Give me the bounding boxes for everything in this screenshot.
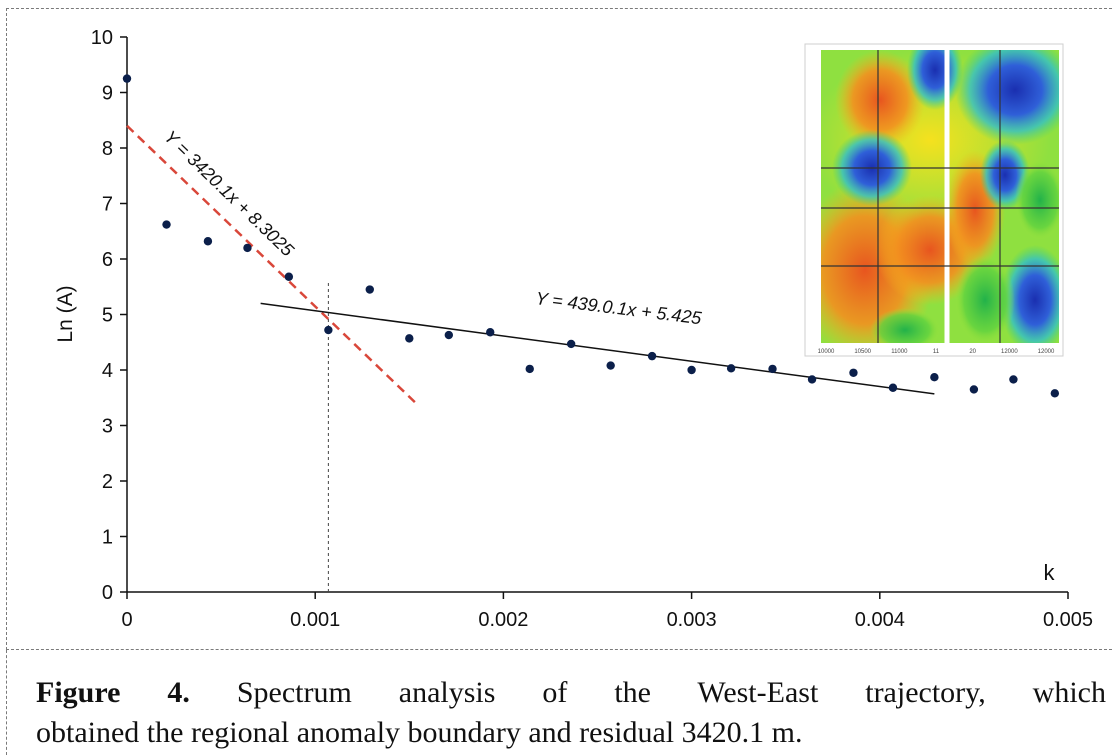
regression-equation-shallow: Y = 439.0.1x + 5.425 (535, 288, 704, 328)
x-tick-label: 0.001 (290, 609, 340, 631)
regression-line-steep (126, 124, 416, 404)
y-tick-label: 0 (102, 582, 113, 604)
data-point (525, 364, 534, 374)
data-point (243, 243, 252, 253)
data-point (566, 339, 576, 349)
data-point (162, 220, 171, 229)
caption-line-1: Spectrum analysis of the West-East traje… (189, 676, 1106, 709)
inset-map-tick-label: 20 (969, 349, 976, 355)
inset-map-profile-lines (821, 50, 1059, 343)
caption-frame (6, 650, 1112, 755)
x-tick-label: 0.003 (667, 609, 717, 631)
data-point (606, 361, 615, 370)
y-axis-title: Ln (A) (54, 285, 77, 342)
x-tick-label: 0.002 (478, 609, 528, 631)
y-tick-label: 9 (102, 83, 113, 105)
y-tick-label: 7 (102, 194, 113, 216)
regression-equation-steep: Y = 3420.1x + 8.3025 (160, 126, 298, 260)
regression-line-shallow (260, 302, 935, 395)
data-point (1009, 375, 1018, 384)
inset-map-x-ticks: 10000 10500 11000 11 20 12000 12000 (818, 349, 1055, 355)
data-point (969, 385, 979, 394)
data-point (768, 364, 777, 374)
caption-line-2: obtained the regional anomaly boundary a… (36, 716, 803, 749)
inset-map-contours (821, 50, 1059, 343)
x-axis-title: k (1044, 560, 1056, 585)
x-ticks: 0 0.001 0.002 0.003 0.004 0.005 (121, 592, 1093, 631)
data-points (122, 74, 1060, 398)
y-ticks: 0 1 2 3 4 5 6 7 8 9 10 (91, 27, 127, 604)
data-point (1050, 389, 1060, 398)
data-point (122, 74, 132, 83)
data-point (324, 325, 333, 335)
data-point (486, 328, 495, 337)
data-point (726, 364, 736, 373)
y-tick-label: 8 (102, 138, 113, 160)
inset-contour-map: 10000 10500 11000 11 20 12000 12000 (804, 43, 1064, 357)
inset-map-tick-label: 12000 (1001, 349, 1018, 355)
figure-label: Figure 4. (36, 676, 190, 709)
y-tick-label: 1 (102, 527, 113, 549)
y-tick-label: 5 (102, 305, 113, 327)
y-tick-label: 10 (91, 27, 113, 49)
data-point (888, 383, 898, 392)
figure-frame (6, 8, 1112, 650)
y-tick-label: 4 (102, 360, 113, 382)
y-tick-label: 3 (102, 416, 113, 438)
figure-caption: Figure 4. Spectrum analysis of the West-… (36, 673, 1106, 753)
x-tick-label: 0.005 (1043, 609, 1093, 631)
data-point (687, 365, 696, 375)
data-point (849, 368, 858, 377)
y-tick-label: 2 (102, 471, 113, 493)
data-point (203, 237, 213, 246)
inset-map-tick-label: 10000 (818, 349, 835, 355)
data-point (444, 330, 454, 340)
inset-map-tick-label: 11000 (891, 349, 908, 355)
data-point (365, 285, 374, 294)
inset-map-tick-label: 10500 (854, 349, 871, 355)
data-point (405, 334, 414, 343)
data-point (647, 351, 657, 361)
data-point (807, 375, 817, 384)
x-tick-label: 0.004 (855, 609, 905, 631)
x-tick-label: 0 (121, 609, 132, 631)
inset-map-tick-label: 11 (933, 349, 940, 355)
data-point (930, 373, 939, 382)
inset-map-tick-label: 12000 (1038, 349, 1055, 355)
data-point (284, 272, 294, 281)
y-tick-label: 6 (102, 249, 113, 271)
